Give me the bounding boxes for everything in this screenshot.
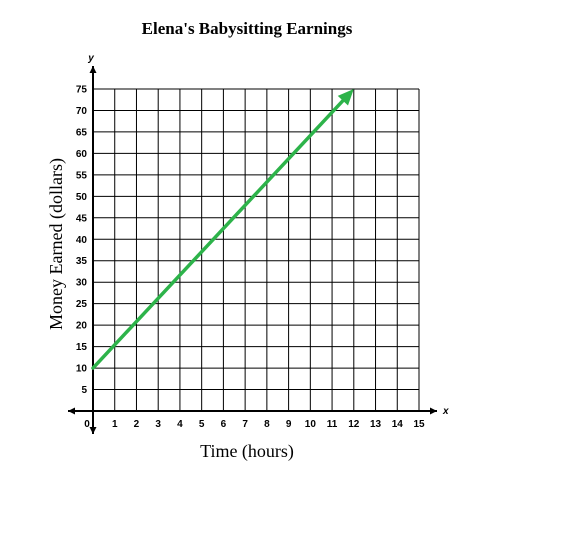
x-tick-label: 3	[155, 419, 161, 430]
y-axis-arrow-up-icon	[89, 66, 97, 73]
x-tick-label: 1	[112, 419, 118, 430]
y-tick-label: 65	[76, 127, 88, 138]
y-tick-label: 70	[76, 106, 88, 117]
y-tick-label: 30	[76, 278, 88, 289]
axes	[68, 66, 437, 434]
y-axis-arrow-down-icon	[89, 427, 97, 434]
chart-title: Elena's Babysitting Earnings	[142, 19, 353, 38]
y-axis-letter: y	[87, 53, 94, 64]
y-tick-label: 40	[76, 235, 88, 246]
y-tick-label: 50	[76, 192, 88, 203]
y-tick-label: 10	[76, 364, 88, 375]
x-axis-label: Time (hours)	[200, 441, 294, 462]
series-arrowhead-icon	[337, 89, 354, 106]
y-tick-label: 20	[76, 321, 88, 332]
y-tick-label: 60	[76, 149, 88, 160]
y-tick-label: 5	[81, 385, 87, 396]
x-tick-label: 12	[348, 419, 360, 430]
x-tick-label: 2	[134, 419, 140, 430]
y-tick-label: 75	[76, 85, 88, 96]
x-tick-label: 5	[199, 419, 205, 430]
x-tick-label: 11	[327, 419, 338, 430]
y-axis-label: Money Earned (dollars)	[46, 158, 67, 330]
x-tick-label: 9	[286, 419, 292, 430]
series-line	[91, 94, 349, 370]
x-tick-label: 7	[242, 419, 248, 430]
x-tick-label: 4	[177, 419, 183, 430]
x-tick-label: 15	[413, 419, 425, 430]
x-tick-label: 0	[84, 419, 90, 430]
x-tick-label: 8	[264, 419, 270, 430]
x-tick-label: 14	[392, 419, 404, 430]
x-axis-arrow-right-icon	[430, 407, 437, 415]
x-axis-arrow-left-icon	[68, 407, 75, 415]
y-tick-label: 55	[76, 170, 88, 181]
y-tick-label: 25	[76, 299, 88, 310]
y-tick-label: 35	[76, 256, 88, 267]
grid	[93, 88, 420, 411]
y-tick-label: 45	[76, 213, 88, 224]
y-tick-label: 15	[76, 342, 88, 353]
x-tick-label: 10	[305, 419, 317, 430]
series-layer	[91, 89, 354, 370]
x-axis-letter: x	[442, 406, 449, 417]
tick-labels: 0 1 2 3 4 5 6 7 8 9 10 11 12 13 14 15510152025303540455…	[76, 85, 425, 431]
x-tick-label: 13	[370, 419, 382, 430]
x-tick-label: 6	[221, 419, 227, 430]
